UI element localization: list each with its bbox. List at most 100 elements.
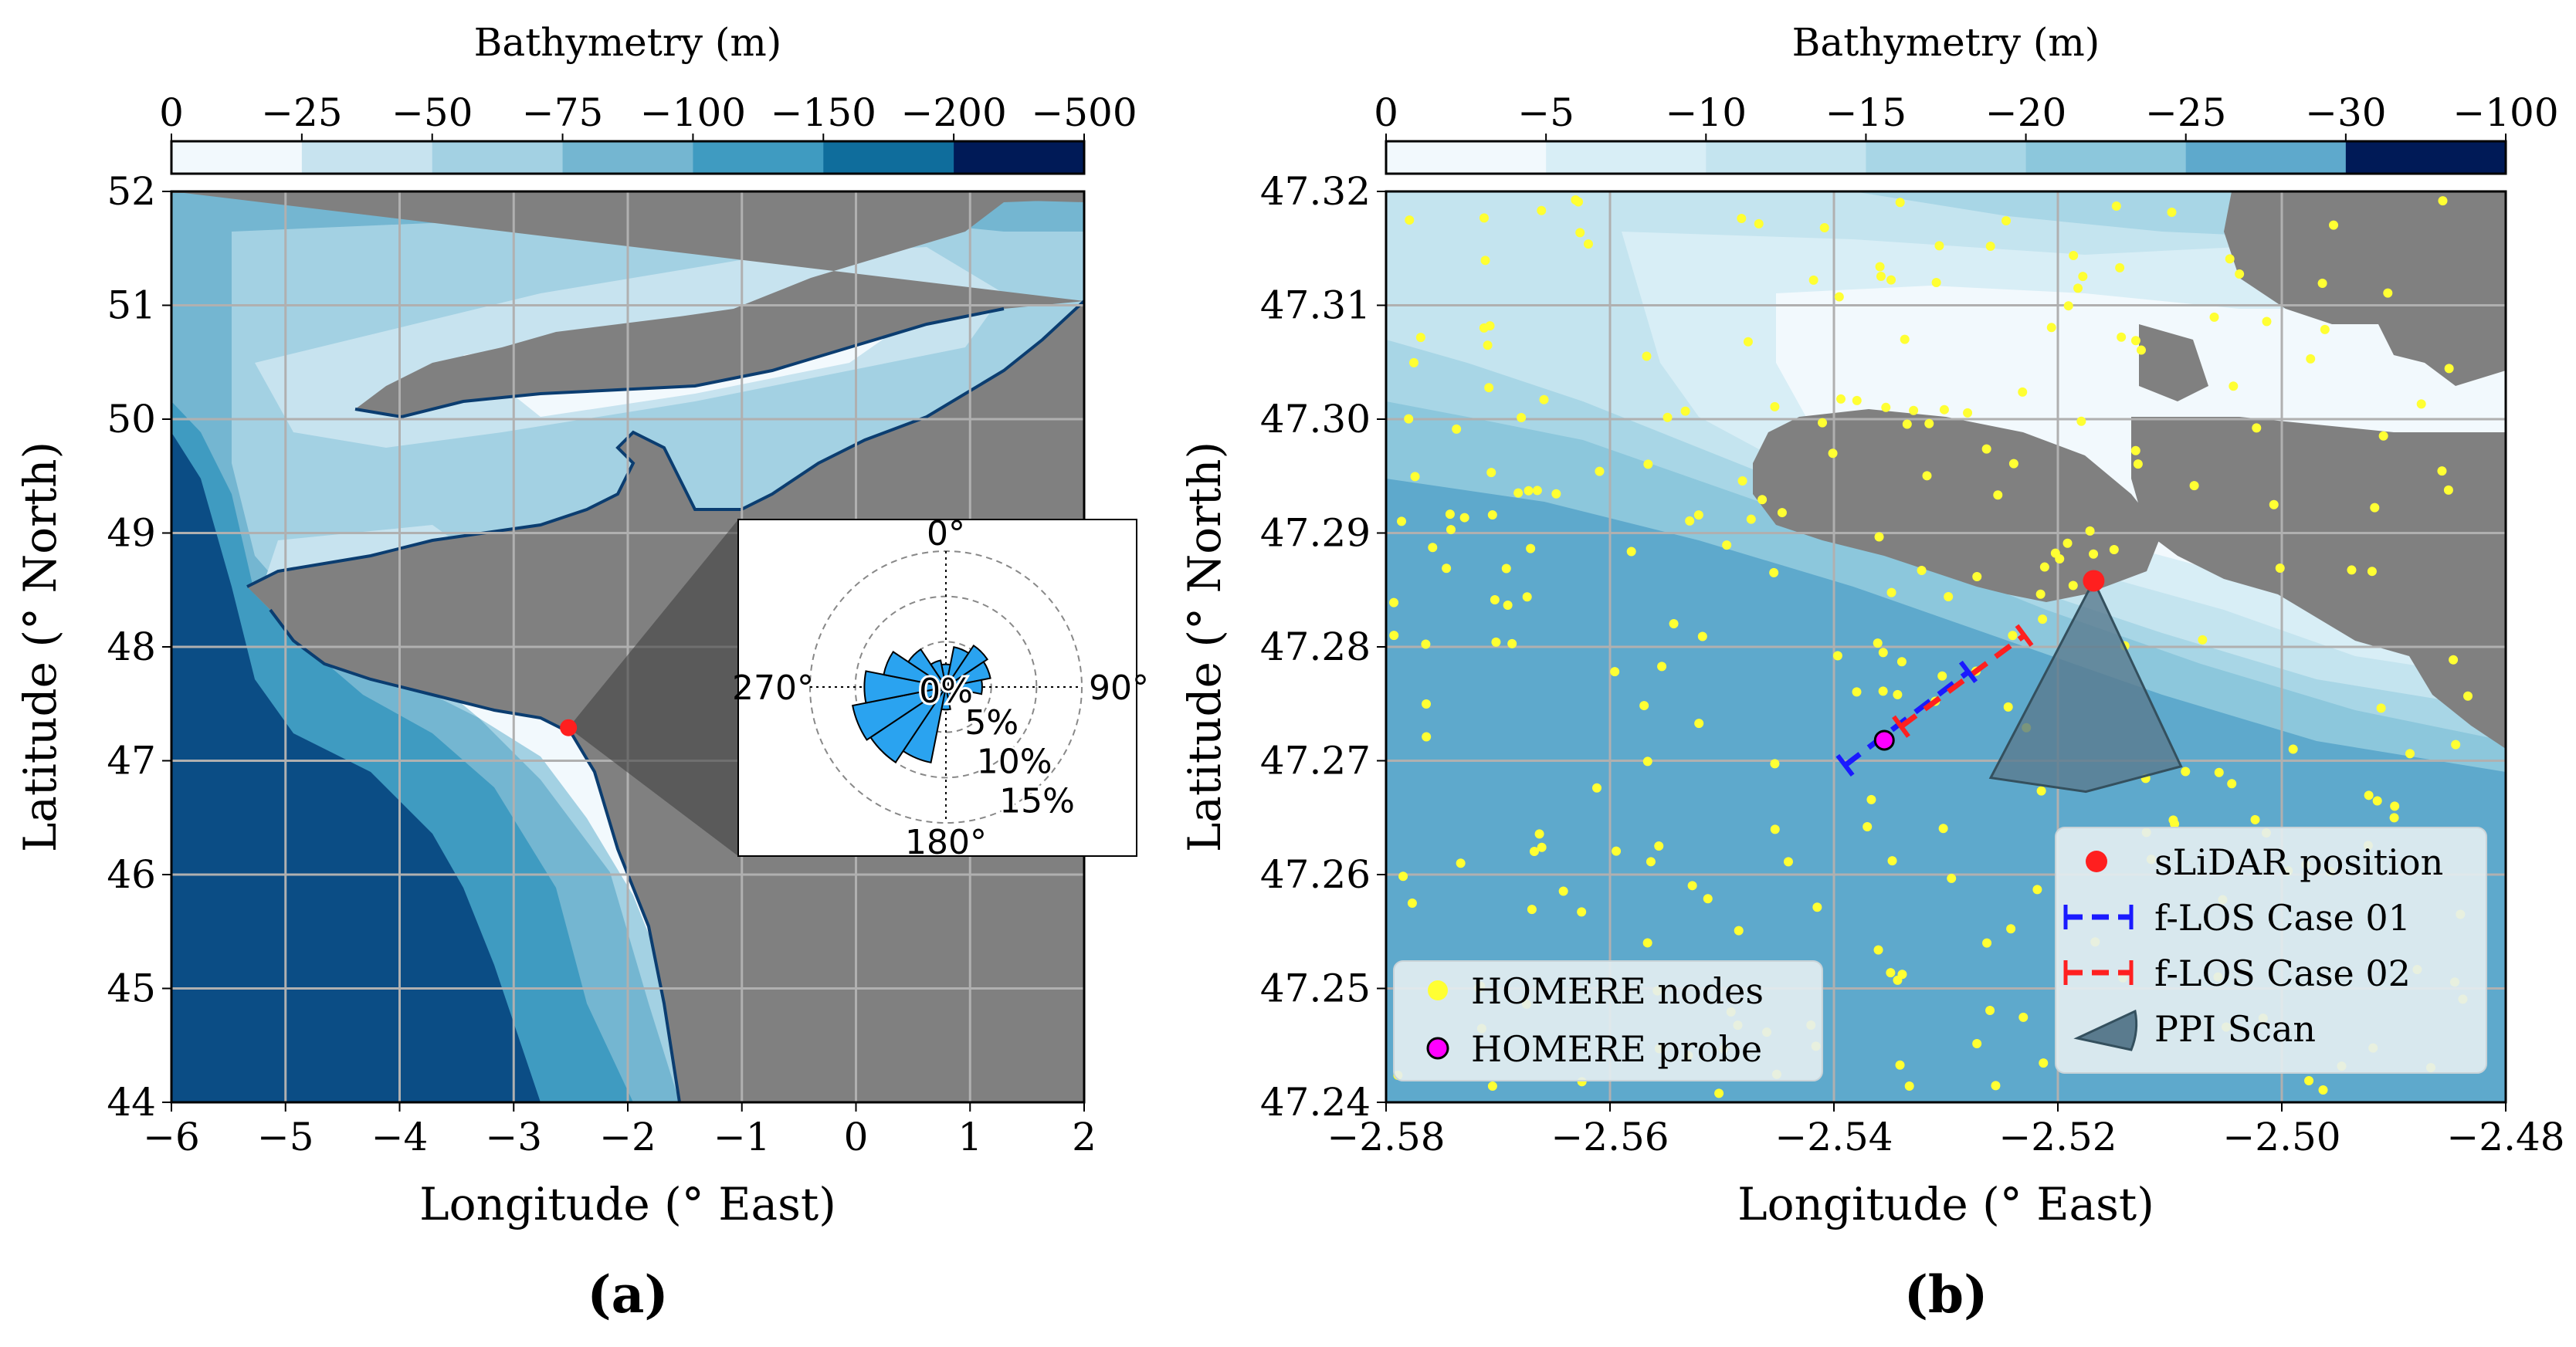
y-tick-label-a: 49 <box>107 511 156 556</box>
colorbar-tick-label: 0 <box>1374 90 1398 135</box>
land-right-b <box>2131 417 2506 749</box>
homere-node <box>1863 821 1873 831</box>
homere-node <box>2003 702 2013 712</box>
homere-node <box>2008 631 2018 641</box>
homere-node <box>1722 540 1732 550</box>
homere-node <box>1583 239 1593 249</box>
rose-bar <box>945 679 983 695</box>
homere-node <box>1389 597 1399 608</box>
colorbar-swatch <box>1386 141 1547 174</box>
homere-node <box>2001 215 2011 225</box>
x-tick-label-b: −2.52 <box>1998 1115 2117 1159</box>
axis-b-ticks: −2.58 −2.56 −2.54 −2.52 −2.50 −2.48 47.24 47.25… <box>1260 169 2565 1159</box>
homere-node <box>1937 671 1947 681</box>
homere-node <box>1483 340 1493 350</box>
colorbar-tick-label: −25 <box>2145 90 2227 135</box>
homere-node <box>1714 1088 1724 1098</box>
homere-node <box>1866 794 1876 804</box>
homere-node <box>1642 938 1652 948</box>
homere-node <box>1873 945 1883 955</box>
colorbar-frame <box>1385 140 2507 175</box>
rose-bar <box>907 648 947 688</box>
x-tick-label-a: −5 <box>257 1115 314 1159</box>
homere-node <box>1487 510 1497 520</box>
homere-node <box>1517 413 1527 423</box>
homere-node <box>1410 472 1420 482</box>
homere-node <box>1909 405 1919 415</box>
homere-node <box>1886 275 1896 285</box>
y-tick-label-b: 47.31 <box>1260 283 1371 328</box>
homere-node <box>2181 767 2191 777</box>
legend-homere-nodes: HOMERE nodes <box>1471 970 1764 1012</box>
colorbar-tick-label: −100 <box>640 90 746 135</box>
homere-node <box>1819 223 1829 233</box>
homere-node <box>2370 503 2380 513</box>
homere-node <box>2039 1058 2049 1068</box>
y-tick-label-a: 47 <box>107 739 156 783</box>
homere-node <box>2089 549 2099 559</box>
site-marker-a <box>560 719 578 736</box>
colorbar-swatch <box>171 141 303 174</box>
homere-node <box>1663 412 1673 422</box>
homere-node <box>1777 508 1787 518</box>
legend-slidar-symbol <box>2086 851 2107 872</box>
homere-node <box>2008 459 2018 469</box>
homere-node <box>2109 545 2119 555</box>
homere-node <box>1693 510 1703 520</box>
colorbar-a <box>170 140 1086 175</box>
colorbar-swatch <box>562 141 693 174</box>
homere-node <box>1487 1081 1497 1091</box>
homere-node <box>1703 894 1713 904</box>
y-tick-label-b: 47.24 <box>1260 1080 1371 1125</box>
homere-node <box>2133 459 2143 469</box>
flos-case-01-line <box>1843 669 1971 768</box>
homere-node <box>2320 324 2330 334</box>
homere-node <box>1981 444 1991 454</box>
flos-case-02-line <box>1899 633 2026 729</box>
homere-probe-marker <box>1873 729 1895 751</box>
y-tick-label-a: 51 <box>107 283 156 328</box>
homere-node <box>1575 228 1585 238</box>
homere-node <box>2367 567 2377 577</box>
x-tick-label-b: −2.50 <box>2222 1115 2340 1159</box>
axis-a-ticks: −6 −5 −4 −3 −2 −1 0 1 2 44 45 46 47 48 49 50 51 52 <box>107 169 1096 1159</box>
homere-node <box>1769 567 1779 577</box>
rose-bar <box>851 686 947 741</box>
colorbar-frame <box>170 140 1086 175</box>
homere-node <box>1577 907 1587 917</box>
homere-node <box>1985 242 1995 252</box>
x-tick-label-b: −2.56 <box>1551 1115 1669 1159</box>
colorbar-swatch <box>301 141 433 174</box>
homere-node <box>1503 601 1513 611</box>
homere-node <box>1878 686 1888 696</box>
homere-node <box>1972 572 1982 582</box>
homere-node <box>2018 1012 2029 1022</box>
homere-node <box>1459 513 1469 523</box>
colorbar-b-title: Bathymetry (m) <box>1792 20 2100 65</box>
y-tick-label-b: 47.27 <box>1260 739 1371 783</box>
ppi-scan-sector <box>1988 578 2183 794</box>
legend-right: sLiDAR position f-LOS Case 01 f-LOS Case… <box>2055 827 2487 1074</box>
homere-node <box>1534 829 1544 839</box>
y-tick-label-a: 44 <box>107 1080 156 1125</box>
homere-node <box>1818 418 1828 428</box>
homere-node <box>1993 490 2003 500</box>
homere-node <box>1873 638 1883 648</box>
homere-nodes <box>1389 195 2473 1098</box>
colorbar-tick-label: −5 <box>1517 90 1574 135</box>
homere-node <box>1654 841 1664 851</box>
homere-node <box>1537 842 1547 852</box>
x-tick-label-a: 0 <box>844 1115 869 1159</box>
y-tick-label-b: 47.32 <box>1260 169 1371 214</box>
homere-node <box>2018 387 2028 397</box>
homere-node <box>2076 416 2086 426</box>
homere-node <box>1972 1039 1982 1049</box>
x-tick-label-a: −4 <box>371 1115 429 1159</box>
homere-node <box>2329 220 2339 230</box>
homere-node <box>1743 337 1753 347</box>
rose-bar <box>945 644 989 688</box>
homere-node <box>1445 509 1455 520</box>
rose-bar <box>863 670 947 704</box>
homere-node <box>1757 495 1768 505</box>
homere-node <box>1734 926 1744 936</box>
